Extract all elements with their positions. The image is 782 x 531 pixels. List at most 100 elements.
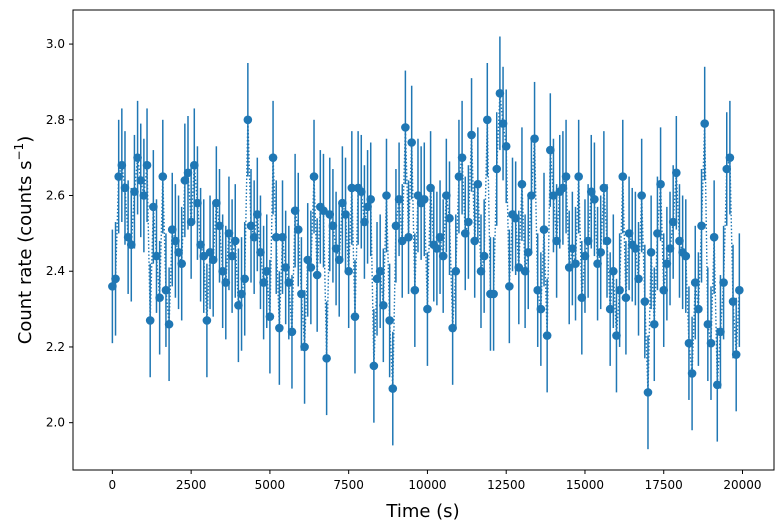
- data-point: [634, 274, 643, 284]
- data-point: [445, 213, 454, 223]
- data-point: [593, 259, 602, 268]
- data-point: [139, 191, 149, 200]
- data-point: [271, 232, 281, 242]
- y-tick-label: 2.0: [46, 416, 65, 430]
- data-point: [215, 221, 224, 231]
- data-point: [265, 312, 275, 321]
- data-point: [451, 266, 461, 276]
- data-point: [174, 248, 183, 257]
- data-point: [230, 236, 240, 246]
- data-point: [470, 236, 479, 246]
- data-point: [672, 168, 681, 178]
- data-point: [640, 297, 650, 306]
- x-tick-label: 2500: [176, 478, 207, 492]
- y-tick-label: 2.4: [46, 264, 65, 278]
- data-point: [177, 259, 186, 268]
- data-point: [189, 160, 199, 170]
- data-point: [511, 213, 520, 223]
- data-point: [196, 240, 205, 250]
- data-point: [382, 191, 391, 200]
- data-point: [476, 266, 486, 276]
- data-point: [183, 168, 193, 178]
- x-tick-label: 12500: [487, 478, 525, 492]
- data-point: [539, 225, 549, 234]
- data-point: [319, 206, 328, 215]
- data-point: [646, 248, 656, 257]
- data-point: [571, 259, 580, 268]
- data-point: [366, 195, 376, 204]
- data-point: [514, 263, 524, 272]
- data-point: [631, 244, 640, 253]
- data-point: [432, 244, 442, 253]
- data-point: [331, 244, 341, 253]
- data-point: [662, 259, 672, 268]
- data-point: [687, 369, 697, 378]
- data-point: [489, 289, 498, 299]
- data-point: [728, 297, 738, 306]
- data-point: [665, 244, 675, 253]
- data-point: [482, 115, 492, 125]
- data-point: [338, 198, 347, 208]
- data-point: [410, 285, 420, 295]
- data-point: [344, 266, 353, 276]
- data-point: [596, 248, 606, 257]
- data-point: [180, 176, 190, 185]
- data-point: [120, 183, 130, 193]
- data-point: [725, 153, 735, 162]
- data-point: [397, 236, 407, 246]
- x-tick-label: 0: [109, 478, 117, 492]
- data-point: [505, 282, 514, 291]
- data-point: [155, 293, 164, 303]
- data-point: [300, 342, 309, 352]
- data-point: [413, 191, 423, 200]
- data-point: [586, 187, 596, 197]
- data-point: [448, 323, 457, 333]
- data-point: [731, 350, 741, 359]
- data-point: [281, 263, 290, 272]
- data-point: [599, 183, 609, 193]
- data-point: [256, 248, 265, 257]
- data-point: [259, 278, 268, 287]
- data-point: [385, 316, 394, 325]
- data-point: [419, 195, 429, 204]
- data-point: [284, 278, 294, 287]
- data-point: [574, 172, 583, 181]
- data-point: [391, 221, 401, 231]
- data-point: [590, 195, 599, 204]
- data-point: [464, 217, 473, 227]
- data-point: [479, 251, 489, 261]
- data-point: [558, 183, 568, 193]
- data-point: [577, 293, 587, 303]
- data-point: [473, 179, 483, 189]
- data-point: [495, 88, 505, 98]
- data-point: [438, 251, 448, 261]
- y-axis-label-superscript: −1: [12, 143, 26, 161]
- x-axis-label: Time (s): [385, 501, 459, 522]
- data-point: [735, 285, 744, 295]
- data-point: [697, 221, 706, 231]
- data-point: [520, 266, 530, 276]
- data-point: [293, 225, 303, 234]
- data-point: [369, 361, 379, 371]
- data-point: [716, 327, 725, 337]
- x-tick-label: 5000: [255, 478, 286, 492]
- data-point: [306, 263, 316, 272]
- data-point: [517, 179, 527, 189]
- data-point: [237, 289, 246, 299]
- data-point: [221, 278, 231, 287]
- data-point: [501, 141, 511, 151]
- data-point: [193, 198, 202, 208]
- y-tick-label: 2.2: [46, 340, 65, 354]
- data-point: [375, 266, 385, 276]
- data-point: [312, 270, 322, 280]
- y-tick-label: 2.6: [46, 189, 65, 203]
- data-point: [546, 145, 555, 155]
- data-point: [690, 278, 700, 287]
- data-point: [199, 251, 209, 261]
- data-point: [527, 191, 536, 200]
- data-point: [552, 236, 561, 246]
- data-point: [275, 323, 284, 333]
- data-point: [171, 236, 180, 246]
- data-point: [703, 319, 713, 329]
- data-point: [423, 304, 432, 314]
